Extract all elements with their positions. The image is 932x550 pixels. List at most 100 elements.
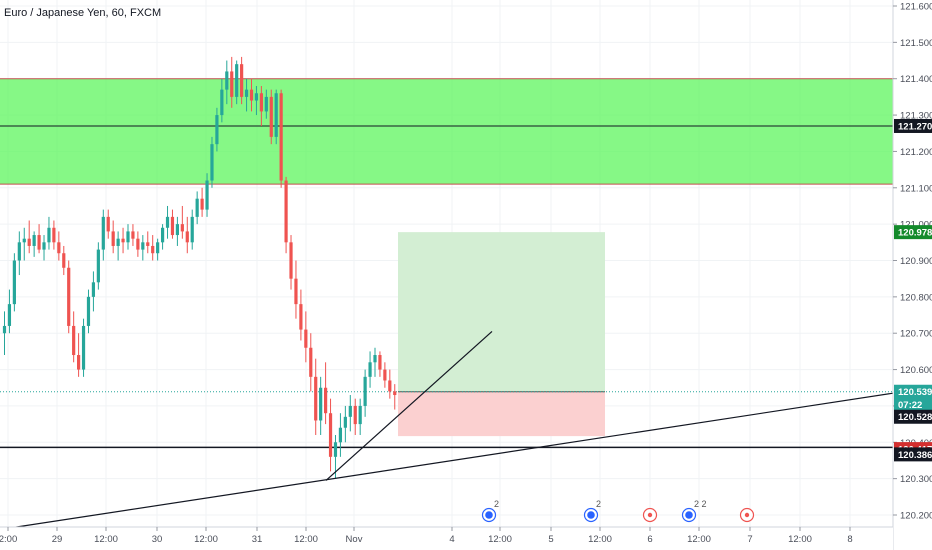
price-tick-label: 120.300 xyxy=(900,474,932,485)
candle[interactable] xyxy=(141,235,145,261)
candle[interactable] xyxy=(57,231,61,261)
candle[interactable] xyxy=(146,231,150,254)
event-marker[interactable]: 2 xyxy=(481,499,500,523)
candle[interactable] xyxy=(126,224,130,250)
candle[interactable] xyxy=(324,362,328,425)
candle[interactable] xyxy=(27,220,31,254)
candle[interactable] xyxy=(91,271,96,312)
candle[interactable] xyxy=(32,231,36,257)
candle[interactable] xyxy=(289,235,293,290)
candle[interactable] xyxy=(343,405,347,443)
candle[interactable] xyxy=(393,384,397,410)
candle[interactable] xyxy=(180,205,184,239)
candle[interactable] xyxy=(67,260,71,334)
candle[interactable] xyxy=(220,78,224,123)
event-marker[interactable] xyxy=(739,507,755,523)
candle[interactable] xyxy=(165,205,170,239)
price-label-bg xyxy=(894,397,932,412)
candle[interactable] xyxy=(368,351,372,388)
candle[interactable] xyxy=(240,56,244,105)
trendline-long[interactable] xyxy=(0,392,894,531)
candle[interactable] xyxy=(378,351,382,377)
position-target-area[interactable] xyxy=(398,232,605,392)
candle[interactable] xyxy=(244,78,249,112)
candle[interactable] xyxy=(151,235,155,261)
candle[interactable] xyxy=(319,376,323,436)
event-marker[interactable]: 2 2 xyxy=(681,499,707,523)
candle[interactable] xyxy=(2,311,7,356)
candle[interactable] xyxy=(304,311,308,363)
candle[interactable] xyxy=(111,220,115,254)
candle[interactable] xyxy=(210,136,214,188)
candle[interactable] xyxy=(225,60,229,105)
candle[interactable] xyxy=(62,245,66,276)
candle[interactable] xyxy=(249,78,254,112)
candle[interactable] xyxy=(259,85,263,126)
candle[interactable] xyxy=(373,347,377,377)
candle[interactable] xyxy=(136,231,140,257)
candle[interactable] xyxy=(175,216,179,246)
candle[interactable] xyxy=(338,413,343,457)
time-tick-label: 12:00 xyxy=(687,534,711,545)
candle[interactable] xyxy=(81,318,86,377)
candle[interactable] xyxy=(190,209,194,250)
candle[interactable] xyxy=(42,235,46,261)
candle[interactable] xyxy=(195,191,199,225)
candle[interactable] xyxy=(353,398,357,436)
candle[interactable] xyxy=(121,227,125,254)
candle[interactable] xyxy=(22,227,26,261)
candle[interactable] xyxy=(116,231,120,261)
candle[interactable] xyxy=(106,209,110,239)
candle[interactable] xyxy=(170,209,175,239)
resistance-zone[interactable] xyxy=(0,78,893,185)
candle[interactable] xyxy=(7,289,12,334)
candle-body xyxy=(200,198,204,210)
trendline-short[interactable] xyxy=(325,330,493,481)
candle[interactable] xyxy=(160,224,165,250)
candle[interactable] xyxy=(254,85,259,116)
candle-body xyxy=(249,89,254,101)
candle-body xyxy=(314,376,318,421)
candle[interactable] xyxy=(52,220,56,250)
candle[interactable] xyxy=(358,398,362,436)
candle[interactable] xyxy=(274,89,278,145)
candle[interactable] xyxy=(363,369,367,417)
candle[interactable] xyxy=(12,253,16,312)
candle[interactable] xyxy=(348,395,352,432)
candle[interactable] xyxy=(131,224,135,246)
price-label-text: 120.386 xyxy=(898,450,932,461)
candle[interactable] xyxy=(264,89,268,119)
event-marker[interactable]: 2 xyxy=(583,499,602,523)
candle[interactable] xyxy=(383,362,387,388)
candle[interactable] xyxy=(185,216,189,254)
candle[interactable] xyxy=(101,209,105,261)
candle[interactable] xyxy=(235,60,239,105)
candle[interactable] xyxy=(47,216,51,250)
candle[interactable] xyxy=(269,89,273,145)
candle[interactable] xyxy=(294,260,298,319)
candle[interactable] xyxy=(309,333,313,392)
candle[interactable] xyxy=(200,187,204,217)
candle[interactable] xyxy=(96,242,100,290)
time-axis[interactable] xyxy=(0,527,893,550)
candle[interactable] xyxy=(215,107,219,152)
candle[interactable] xyxy=(299,289,303,341)
candle[interactable] xyxy=(156,238,160,261)
event-marker[interactable] xyxy=(642,507,658,523)
candle[interactable] xyxy=(388,369,392,399)
candle[interactable] xyxy=(17,231,21,276)
candle[interactable] xyxy=(279,89,283,188)
candle[interactable] xyxy=(72,311,76,363)
candle[interactable] xyxy=(284,176,288,254)
candle[interactable] xyxy=(86,289,91,334)
candle[interactable] xyxy=(230,56,234,108)
position-stop-area[interactable] xyxy=(398,391,605,437)
candle[interactable] xyxy=(328,398,333,472)
candle[interactable] xyxy=(314,358,318,436)
candle[interactable] xyxy=(205,173,209,217)
candle[interactable] xyxy=(77,333,81,377)
time-tick-label: 31 xyxy=(252,534,263,545)
candle[interactable] xyxy=(37,224,41,254)
